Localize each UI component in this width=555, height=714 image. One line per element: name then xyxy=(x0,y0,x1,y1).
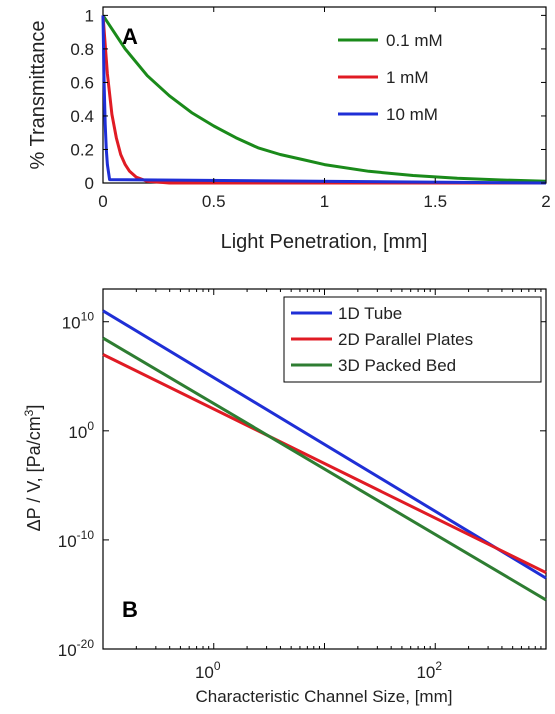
panel-a-x-tick-label: 0 xyxy=(98,192,107,211)
panel-b-series-group xyxy=(102,309,547,602)
panel-a-y-tick-label: 0.8 xyxy=(70,40,94,59)
panel-b-x-tick-label: 100 xyxy=(195,659,221,682)
panel-a-x-tick-label: 0.5 xyxy=(202,192,226,211)
panel-b-y-axis-label-main: ΔP / V, [Pa/cm xyxy=(24,416,44,531)
panel-b-chart: 100 102 10-20 10-10 100 1010 1D Tube 2D Parall… xyxy=(22,288,547,706)
panel-a-chart: 0 0.5 1 1.5 2 0 0.2 0.4 0.6 0.8 1 A Light Penetrat… xyxy=(27,6,551,253)
panel-a-series-line-1 xyxy=(101,15,546,185)
panel-a-y-tick-label: 0 xyxy=(85,174,94,193)
panel-a-x-tick-label: 1 xyxy=(320,192,329,211)
panel-b-x-axis-label: Characteristic Channel Size, [mm] xyxy=(196,687,453,706)
panel-a-series-line-0 xyxy=(101,14,547,183)
panel-b-x-tick-label: 102 xyxy=(416,659,442,682)
panel-a-legend: 0.1 mM 1 mM 10 mM xyxy=(338,31,443,124)
panel-a-legend-label: 0.1 mM xyxy=(386,31,443,50)
panel-a-y-axis-label: % Transmittance xyxy=(27,21,49,170)
panel-b-series-line-2 xyxy=(102,336,547,602)
panel-a-letter: A xyxy=(122,24,138,49)
panel-b-y-tick-label: 10-10 xyxy=(58,528,95,551)
panel-b-ticks-group: 100 102 10-20 10-10 100 1010 xyxy=(58,289,546,682)
panel-b-legend-label: 2D Parallel Plates xyxy=(338,330,473,349)
panel-b-y-axis-label: ΔP / V, [Pa/cm3] xyxy=(22,405,44,532)
panel-b-legend-label: 3D Packed Bed xyxy=(338,356,456,375)
panel-b-y-axis-label-suffix: ] xyxy=(24,405,44,410)
panel-b-y-axis-label-superscript: 3 xyxy=(22,409,36,416)
panel-a-y-tick-label: 0.6 xyxy=(70,73,94,92)
panel-b-series-line-0 xyxy=(102,309,547,580)
panel-b-legend: 1D Tube 2D Parallel Plates 3D Packed Bed xyxy=(291,304,473,375)
panel-b-y-tick-label: 1010 xyxy=(62,310,95,333)
panel-a-y-tick-label: 0.2 xyxy=(70,140,94,159)
panel-b-legend-label: 1D Tube xyxy=(338,304,402,323)
panel-b-series-line-1 xyxy=(102,353,547,574)
panel-b-letter: B xyxy=(122,597,138,622)
panel-b-y-tick-label: 10-20 xyxy=(58,637,95,660)
panel-b-y-tick-label: 100 xyxy=(68,419,94,442)
panel-a-legend-label: 10 mM xyxy=(386,105,438,124)
panel-a-x-axis-label: Light Penetration, [mm] xyxy=(221,231,428,253)
panel-a-x-tick-label: 2 xyxy=(541,192,550,211)
panel-a-x-tick-label: 1.5 xyxy=(423,192,447,211)
panel-a-y-tick-label: 1 xyxy=(85,6,94,25)
panel-a-legend-label: 1 mM xyxy=(386,68,429,87)
panel-a-y-tick-label: 0.4 xyxy=(70,107,94,126)
panel-a-ticks-group: 0 0.5 1 1.5 2 0 0.2 0.4 0.6 0.8 1 xyxy=(70,6,550,211)
